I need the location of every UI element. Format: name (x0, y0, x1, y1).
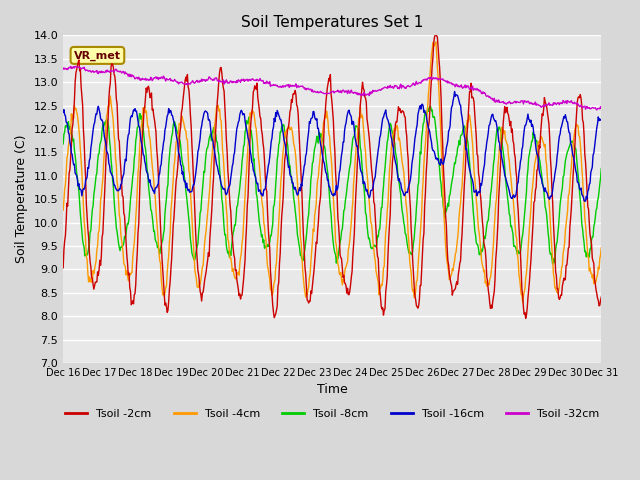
Y-axis label: Soil Temperature (C): Soil Temperature (C) (15, 135, 28, 264)
Title: Soil Temperatures Set 1: Soil Temperatures Set 1 (241, 15, 424, 30)
Legend: Tsoil -2cm, Tsoil -4cm, Tsoil -8cm, Tsoil -16cm, Tsoil -32cm: Tsoil -2cm, Tsoil -4cm, Tsoil -8cm, Tsoi… (61, 404, 604, 423)
Text: VR_met: VR_met (74, 50, 121, 60)
X-axis label: Time: Time (317, 384, 348, 396)
